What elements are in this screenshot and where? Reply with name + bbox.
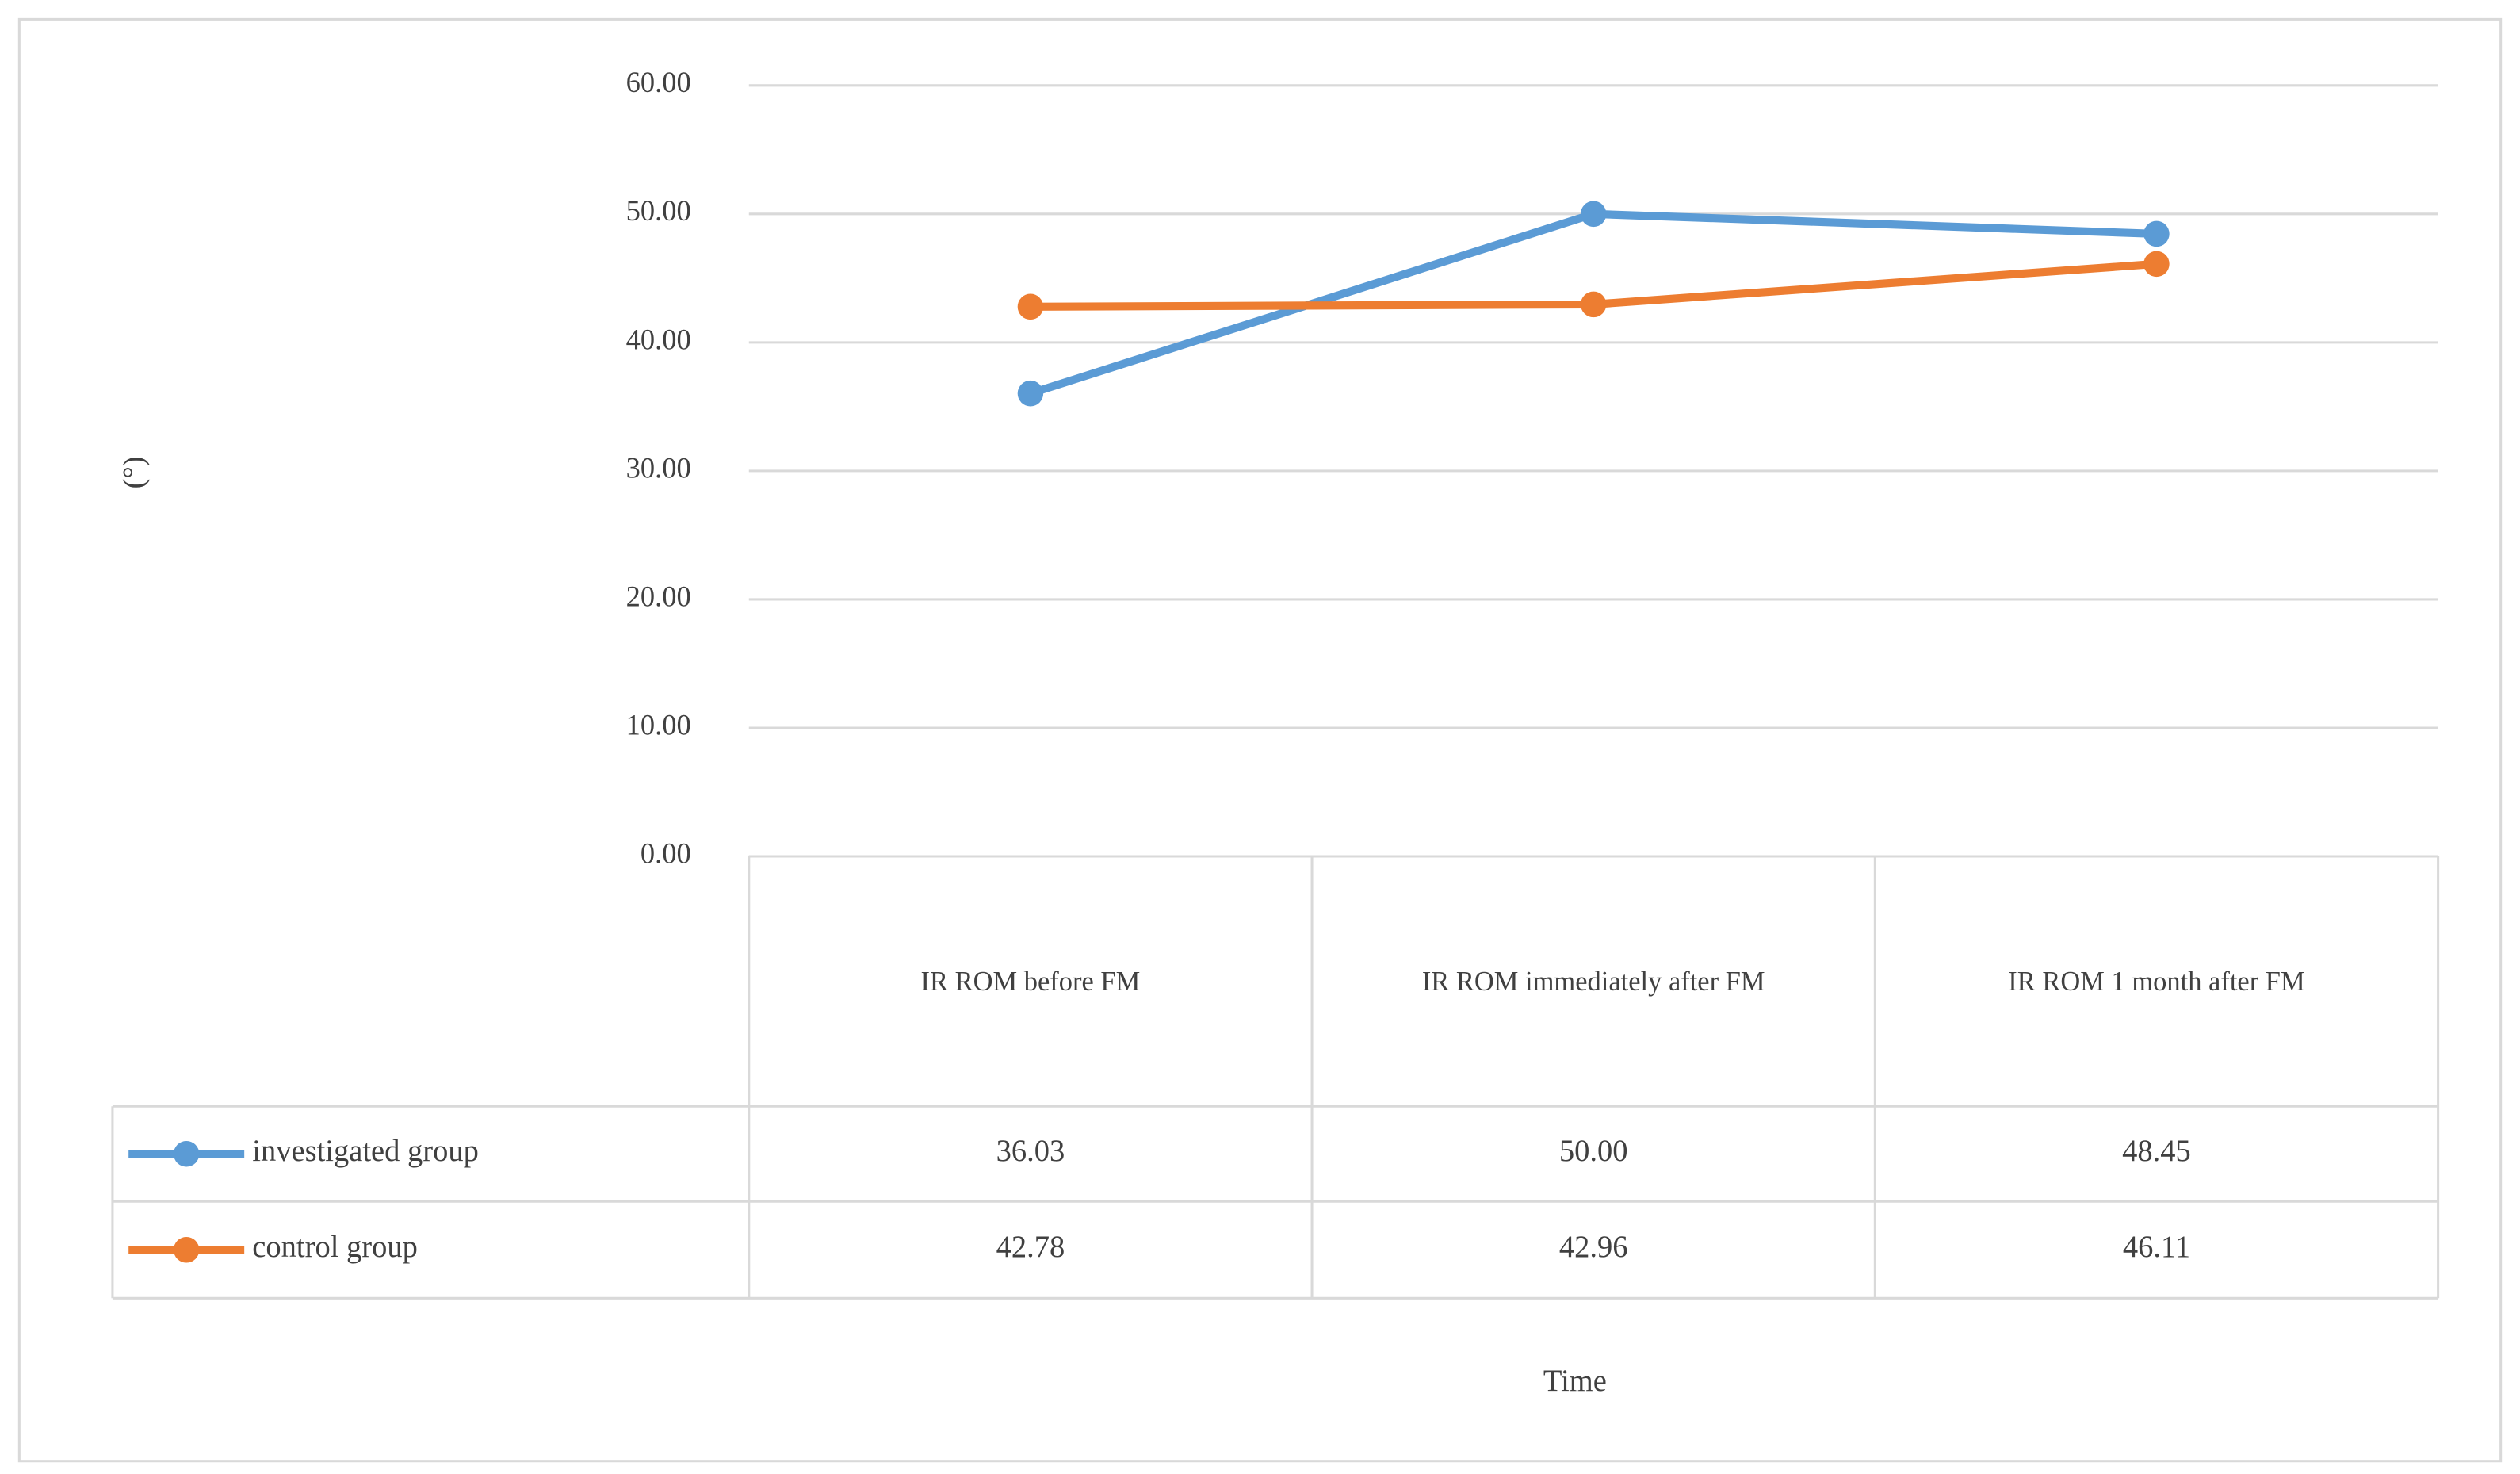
data-label: 36.03 (996, 1135, 1065, 1168)
y-tick-label: 0.00 (641, 837, 691, 869)
y-tick-label: 60.00 (626, 66, 691, 98)
data-label: 48.45 (2122, 1135, 2191, 1168)
data-point (1580, 291, 1607, 318)
x-tick-label-box: IR ROM 1 month after FM (2008, 965, 2305, 996)
legend-label: control group (252, 1231, 418, 1264)
data-point (1017, 293, 1044, 320)
data-point (1017, 380, 1044, 407)
data-point (2143, 251, 2170, 278)
legend-swatch-marker (173, 1237, 200, 1263)
data-label: 46.11 (2123, 1231, 2190, 1264)
chart-border (17, 17, 2503, 1463)
x-tick-label: IR ROM immediately after FM (1421, 965, 1765, 996)
x-tick-label-box: IR ROM before FM (920, 965, 1141, 996)
x-tick-label: IR ROM 1 month after FM (2008, 965, 2305, 996)
x-tick-label-box: IR ROM immediately after FM (1421, 965, 1765, 996)
data-label: 42.96 (1559, 1231, 1628, 1264)
y-tick-label: 40.00 (626, 323, 691, 355)
y-tick-label: 50.00 (626, 194, 691, 227)
data-point (2143, 220, 2170, 247)
y-tick-label: 20.00 (626, 580, 691, 612)
legend-swatch-marker (173, 1140, 200, 1167)
y-tick-label: 10.00 (626, 708, 691, 741)
data-label: 50.00 (1559, 1135, 1628, 1168)
x-axis-title: Time (1543, 1365, 1607, 1398)
y-tick-label: 30.00 (626, 451, 691, 484)
data-point (1580, 201, 1607, 228)
y-axis-title: (°) (117, 456, 151, 488)
legend-label: investigated group (252, 1135, 479, 1168)
x-tick-label: IR ROM before FM (920, 965, 1141, 996)
data-label: 42.78 (996, 1231, 1065, 1264)
